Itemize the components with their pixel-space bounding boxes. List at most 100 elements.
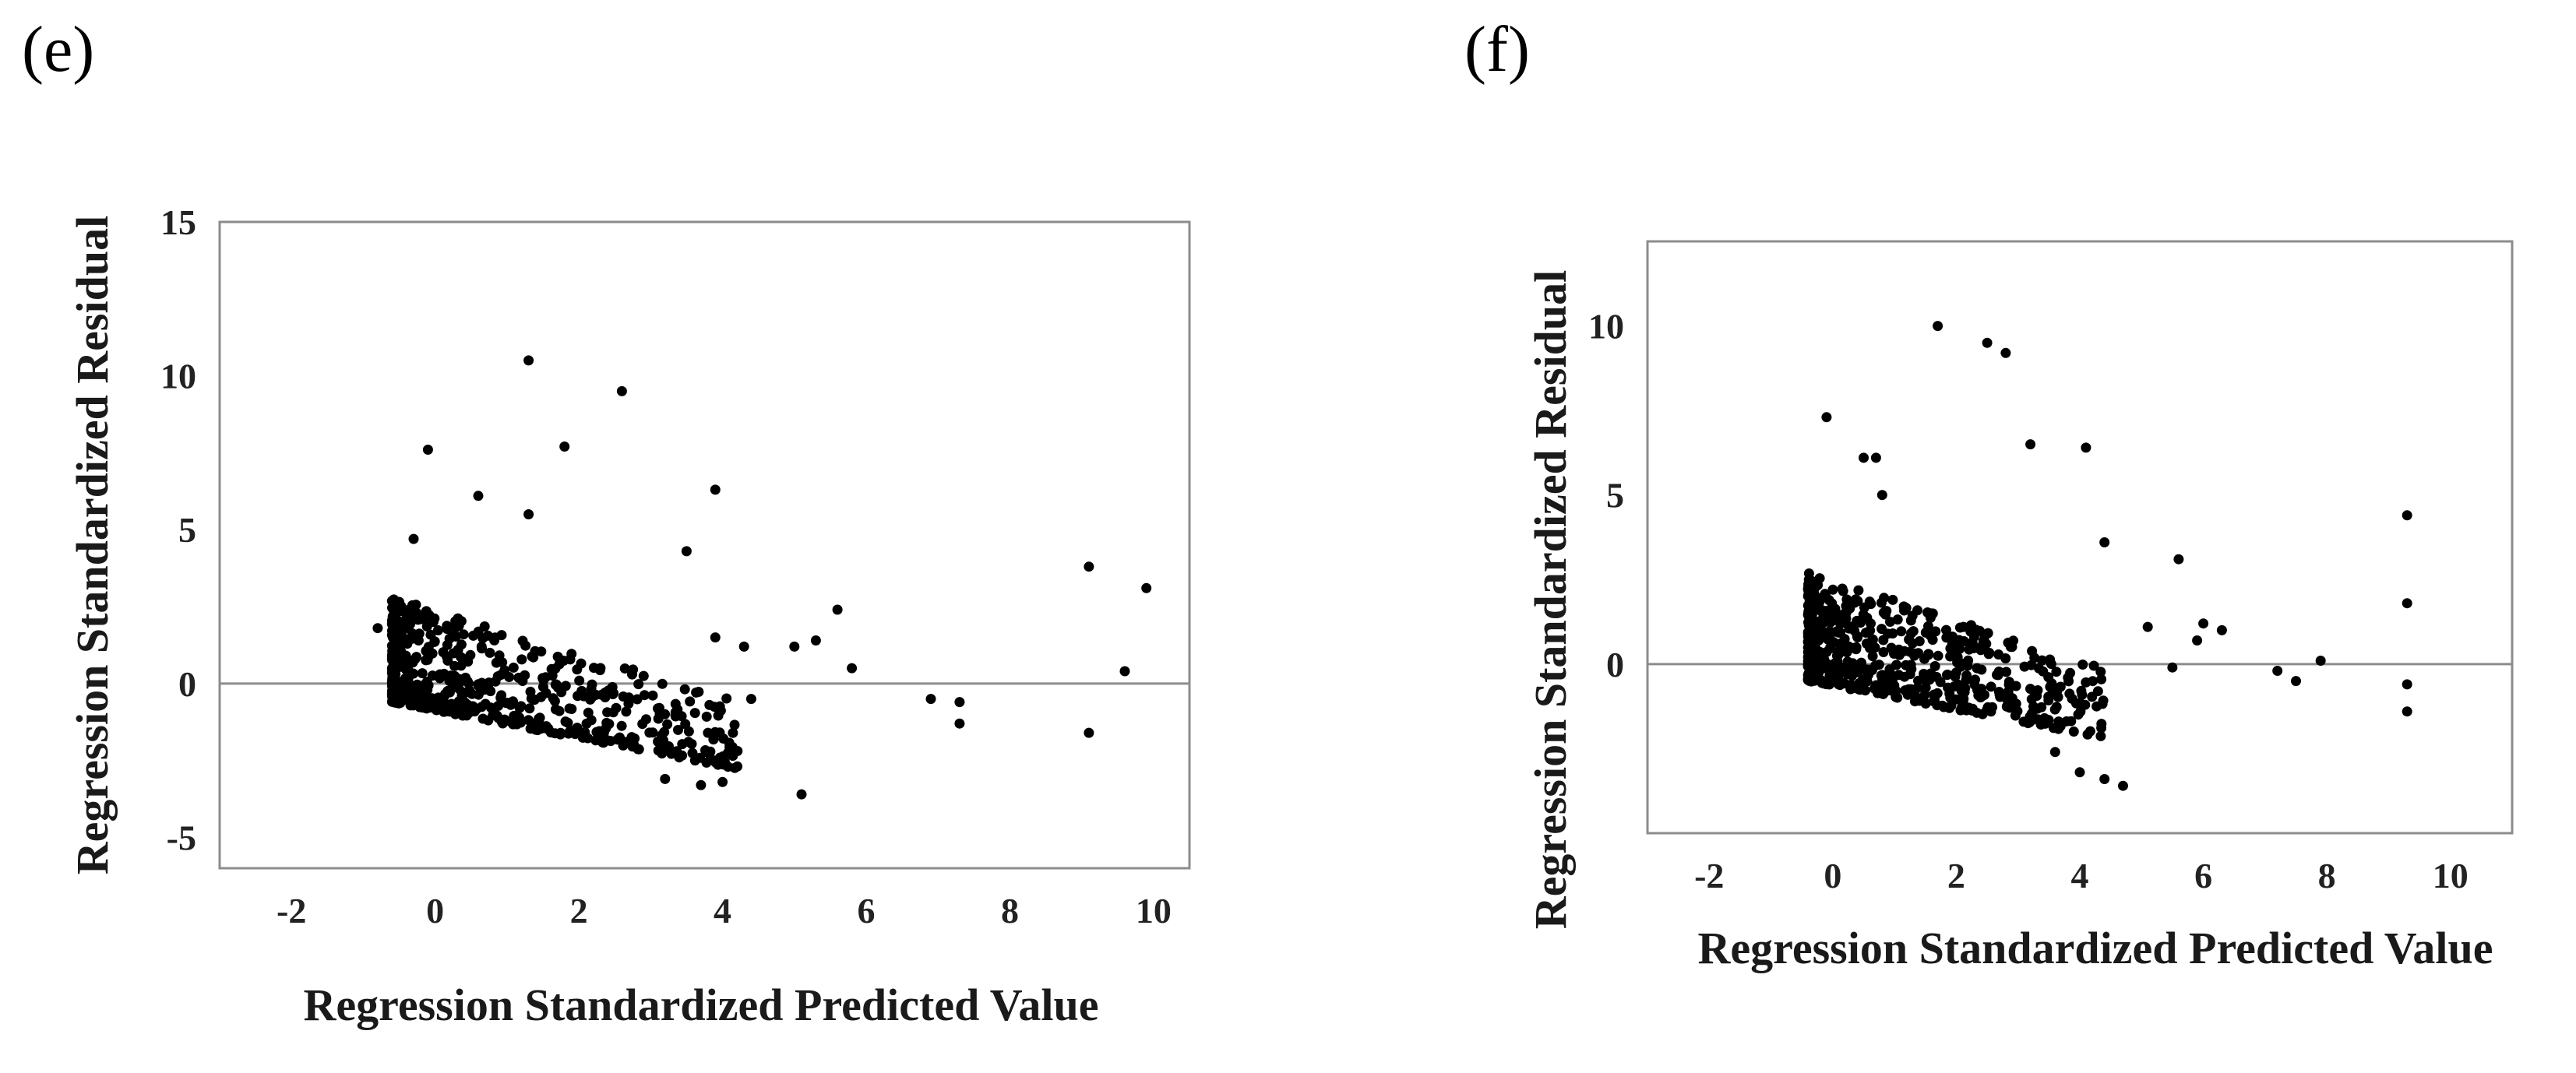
cluster-point [1885, 617, 1895, 627]
cluster-point [601, 717, 612, 728]
cluster-point [411, 652, 422, 663]
cluster-point [386, 618, 397, 629]
cluster-point [1814, 603, 1825, 614]
cluster-point [2092, 686, 2103, 697]
cluster-point [1803, 575, 1814, 585]
cluster-point [1873, 688, 1884, 698]
data-point [832, 604, 843, 615]
cluster-point [436, 697, 447, 708]
cluster-point [653, 703, 663, 714]
cluster-point [1927, 670, 1937, 681]
cluster-point [1982, 705, 1993, 716]
cluster-point [1835, 618, 1846, 629]
data-point [2142, 621, 2153, 632]
x-tick-label: 6 [858, 891, 876, 931]
cluster-point [1863, 670, 1873, 681]
cluster-point [387, 642, 398, 653]
data-point [523, 509, 534, 519]
cluster-point [608, 689, 618, 699]
cluster-point [1820, 662, 1831, 672]
cluster-point [2064, 688, 2075, 699]
cluster-point [1984, 647, 1995, 658]
cluster-point [600, 688, 611, 698]
cluster-point [458, 708, 469, 719]
cluster-point [405, 612, 415, 623]
cluster-point [2029, 653, 2040, 663]
data-point [616, 385, 627, 396]
cluster-point [623, 698, 634, 709]
data-point [745, 694, 756, 705]
cluster-point [482, 630, 493, 641]
y-tick-label: -5 [167, 818, 196, 857]
cluster-point [1941, 632, 1952, 643]
data-points-f [1802, 321, 2412, 791]
data-point [2216, 624, 2227, 635]
cluster-point [1938, 702, 1949, 712]
data-point [2272, 666, 2283, 676]
data-point [2402, 510, 2412, 521]
data-point [681, 546, 692, 557]
cluster-point [677, 739, 688, 750]
cluster-point [566, 649, 577, 660]
cluster-point [588, 663, 599, 674]
cluster-point [415, 614, 426, 624]
cluster-point [2084, 726, 2095, 737]
cluster-point [1855, 617, 1866, 628]
data-point [2173, 554, 2184, 565]
cluster-point [1913, 675, 1923, 686]
data-point [710, 484, 721, 495]
data-point [2167, 662, 2178, 673]
cluster-point [1906, 628, 1916, 639]
cluster-point [724, 737, 735, 748]
cluster-point [714, 727, 725, 738]
cluster-point [2095, 730, 2106, 741]
cluster-point [2080, 699, 2091, 710]
cluster-point [413, 635, 424, 646]
cluster-point [1955, 693, 1966, 704]
cluster-point [580, 726, 590, 737]
cluster-point [1827, 584, 1838, 595]
cluster-point [679, 684, 690, 695]
data-point [2049, 747, 2060, 758]
cluster-point [560, 681, 571, 691]
cluster-point [574, 675, 585, 686]
data-point [796, 789, 807, 800]
cluster-point [572, 664, 583, 675]
scatter-panel-e: -2 0 2 4 6 8 10 15 10 5 0 -5 Regression Standardiz… [67, 202, 1191, 1030]
data-point [789, 641, 800, 652]
cluster-point [1919, 668, 1929, 679]
cluster-point [1898, 601, 1909, 612]
cluster-point [1887, 594, 1898, 605]
cluster-point [1894, 644, 1905, 655]
cluster-point [647, 690, 658, 701]
cluster-point [2000, 653, 2011, 663]
cluster-point [2045, 654, 2056, 665]
panel-label-f: (f) [1464, 13, 1530, 86]
x-tick-label: -2 [277, 891, 306, 931]
cluster-point [700, 745, 710, 755]
cluster-point [674, 752, 685, 763]
data-point [2291, 676, 2301, 687]
x-ticks-e: -2 0 2 4 6 8 10 [277, 891, 1172, 931]
cluster-point [529, 695, 540, 705]
cluster-point [405, 688, 416, 698]
cluster-point [2065, 667, 2076, 678]
cluster-point [421, 621, 432, 631]
cluster-point [1838, 586, 1848, 596]
cluster-point [2095, 667, 2106, 677]
cluster-point [1887, 628, 1898, 639]
cluster-point [2076, 685, 2087, 696]
x-tick-label: 8 [1001, 891, 1019, 931]
data-point [1933, 321, 1943, 332]
cluster-point [1878, 607, 1889, 618]
cluster-point [2043, 715, 2054, 726]
data-point [1141, 582, 1152, 593]
data-point [1876, 490, 1887, 501]
cluster-point [1876, 678, 1887, 689]
cluster-point [458, 629, 469, 640]
cluster-point [1848, 642, 1859, 653]
cluster-point [715, 705, 726, 716]
cluster-point [2005, 642, 2016, 653]
cluster-point [396, 606, 407, 616]
cluster-point [516, 701, 527, 712]
